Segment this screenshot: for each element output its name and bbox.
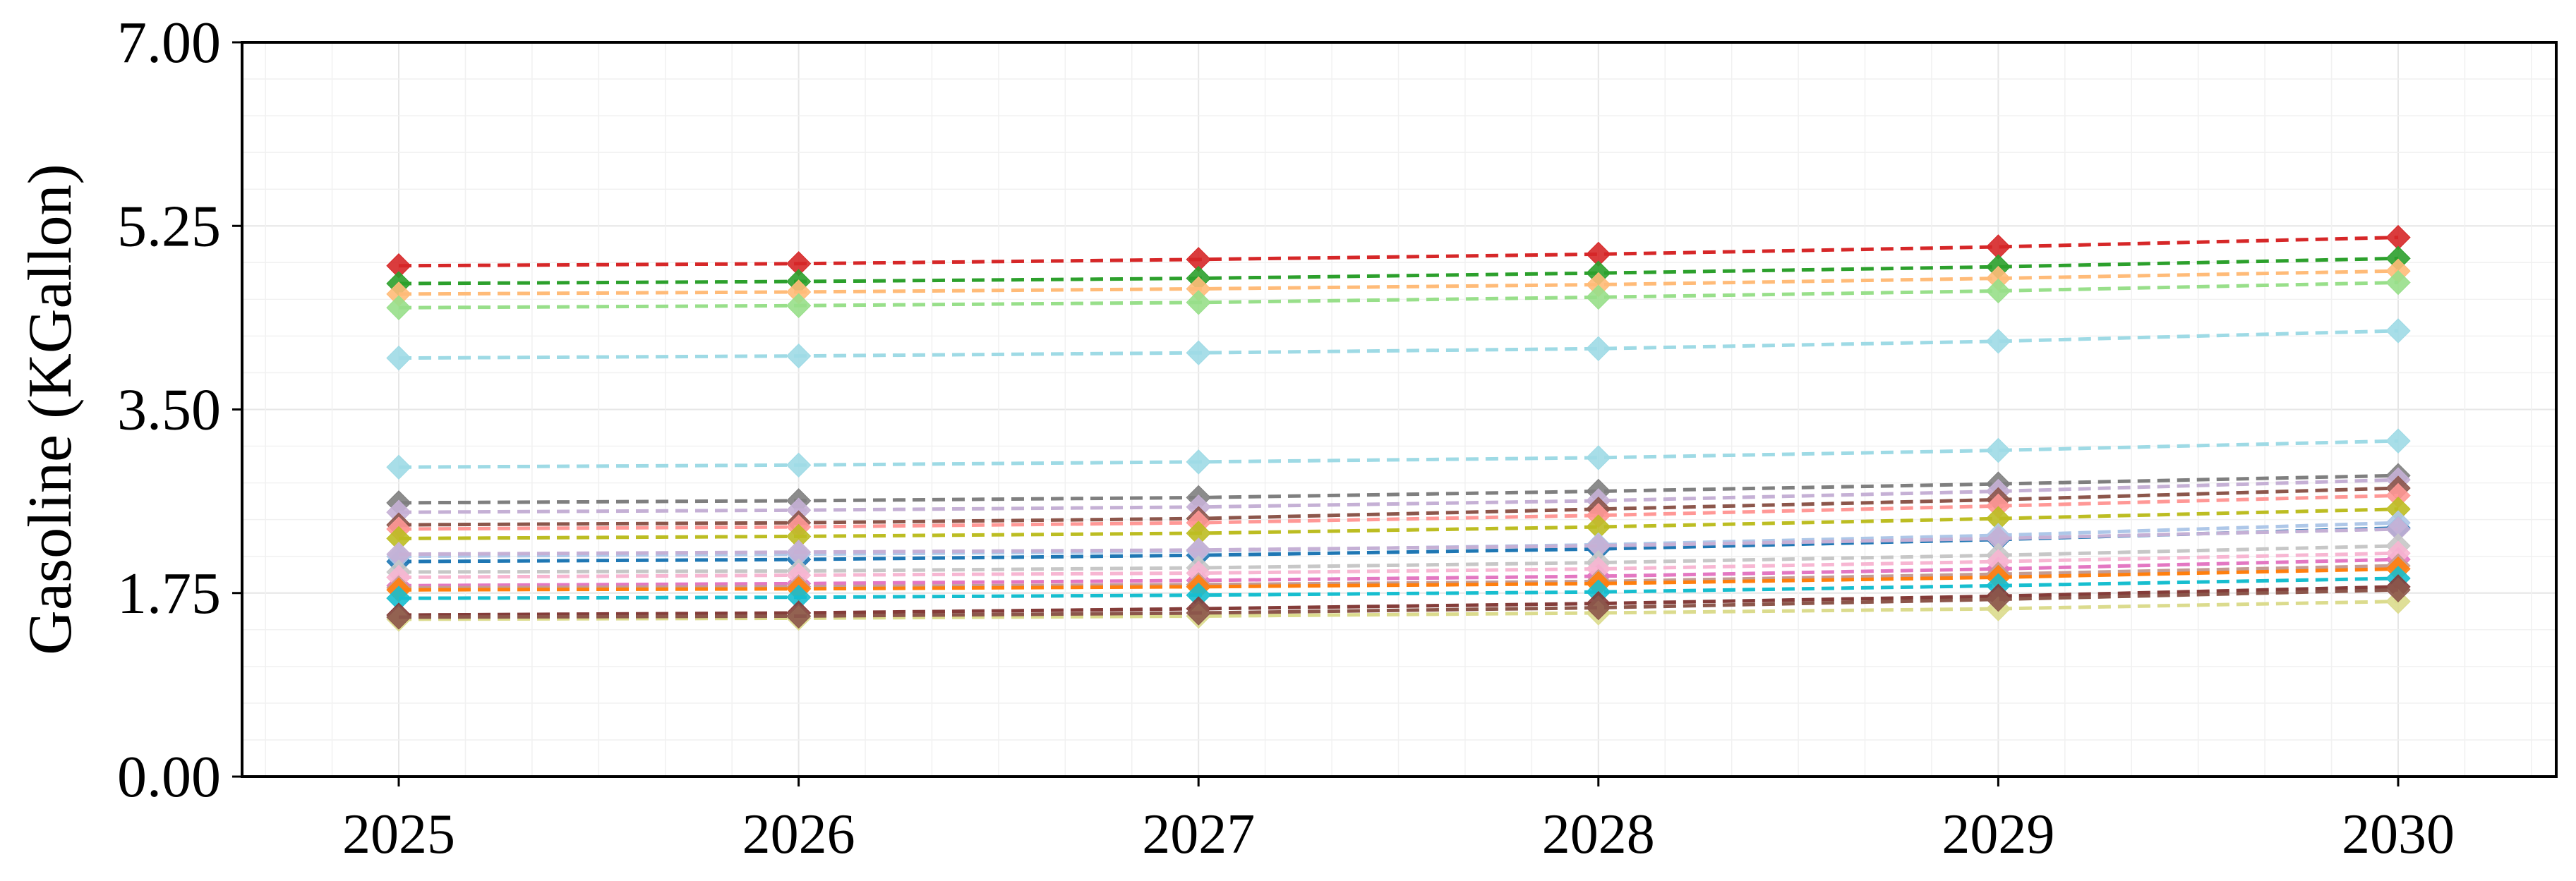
series: [386, 428, 2411, 480]
series-line: [398, 544, 2399, 574]
series: [386, 318, 2411, 371]
axis-ticks: 0.00 1.75 3.50 5.25 7.00 2025 2026 2027 2028 2029…: [117, 10, 2455, 865]
series-line: [398, 269, 2399, 296]
data-point-marker: [1586, 284, 1611, 310]
grid: [242, 42, 2556, 777]
x-tick-label: 2030: [2342, 803, 2455, 865]
data-point-marker: [386, 604, 411, 630]
data-point-marker: [1985, 278, 2011, 304]
data-point-marker: [1985, 437, 2011, 463]
series-line: [398, 439, 2399, 469]
data-point-marker: [1186, 290, 1211, 315]
data-point-marker: [2385, 269, 2411, 296]
data-point-marker: [2385, 428, 2411, 454]
series-line: [398, 551, 2399, 579]
series-line: [398, 486, 2399, 527]
series: [386, 224, 2411, 279]
y-tick-label: 3.50: [117, 377, 221, 443]
series-line: [398, 507, 2399, 540]
data-point-marker: [786, 343, 812, 369]
series-line: [398, 588, 2399, 619]
data-point-marker: [386, 295, 411, 320]
data-point-marker: [1985, 329, 2011, 354]
data-point-marker: [1186, 340, 1211, 365]
x-tick-label: 2026: [742, 803, 855, 865]
series-line: [398, 527, 2399, 557]
data-point-marker: [1586, 336, 1611, 361]
series-line: [398, 567, 2399, 592]
y-tick-label: 7.00: [117, 10, 221, 75]
series-line: [398, 478, 2399, 514]
series-line: [398, 576, 2399, 600]
data-point-marker: [1186, 600, 1211, 626]
x-tick-label: 2029: [1942, 803, 2054, 865]
series-line: [398, 329, 2399, 360]
data-point-marker: [386, 454, 411, 480]
x-tick-label: 2028: [1542, 803, 1655, 865]
series-line: [398, 281, 2399, 310]
series: [386, 577, 2411, 630]
data-point-marker: [786, 603, 812, 629]
series-line: [398, 564, 2399, 590]
y-tick-label: 0.00: [117, 744, 221, 810]
series: [386, 497, 2411, 552]
series-line: [398, 585, 2399, 617]
series-line: [398, 557, 2399, 588]
data-point-marker: [786, 293, 812, 318]
series-line: [398, 473, 2399, 505]
data-point-marker: [1586, 445, 1611, 470]
series-line: [398, 600, 2399, 621]
y-tick-label: 1.75: [117, 561, 221, 626]
data-point-marker: [2385, 577, 2411, 602]
series-lines: [386, 224, 2411, 632]
data-point-marker: [386, 345, 411, 371]
data-point-marker: [2385, 318, 2411, 344]
data-point-marker: [1186, 449, 1211, 475]
data-point-marker: [1586, 595, 1611, 621]
data-point-marker: [1985, 586, 2011, 612]
y-axis-title: Gasoline (KGallon): [16, 164, 85, 655]
series-line: [398, 236, 2399, 268]
series-line: [398, 256, 2399, 286]
y-tick-label: 5.25: [117, 193, 221, 259]
x-tick-label: 2025: [342, 803, 455, 865]
series: [386, 269, 2411, 320]
data-point-marker: [786, 452, 812, 478]
series-line: [398, 493, 2399, 531]
x-tick-label: 2027: [1142, 803, 1255, 865]
